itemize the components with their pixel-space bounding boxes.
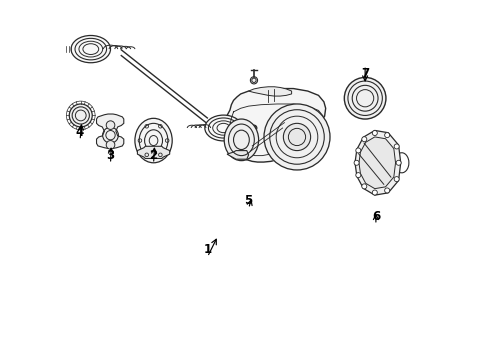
Circle shape bbox=[396, 160, 401, 165]
Ellipse shape bbox=[224, 119, 259, 161]
Polygon shape bbox=[355, 130, 401, 195]
Polygon shape bbox=[97, 114, 124, 148]
Circle shape bbox=[372, 190, 377, 195]
Text: 1: 1 bbox=[203, 243, 211, 256]
Circle shape bbox=[394, 177, 399, 182]
Ellipse shape bbox=[135, 118, 172, 163]
Circle shape bbox=[356, 148, 361, 153]
Circle shape bbox=[69, 104, 92, 127]
Text: 2: 2 bbox=[149, 149, 158, 162]
Text: 7: 7 bbox=[361, 67, 369, 80]
Circle shape bbox=[385, 188, 390, 193]
Circle shape bbox=[264, 104, 330, 170]
Circle shape bbox=[106, 121, 115, 130]
Ellipse shape bbox=[71, 36, 111, 63]
Circle shape bbox=[283, 123, 311, 150]
Polygon shape bbox=[227, 150, 248, 159]
Circle shape bbox=[344, 77, 386, 119]
Circle shape bbox=[385, 132, 390, 138]
Text: 6: 6 bbox=[372, 211, 380, 224]
Circle shape bbox=[372, 131, 377, 135]
Circle shape bbox=[356, 172, 361, 177]
Circle shape bbox=[354, 160, 359, 165]
Circle shape bbox=[106, 140, 115, 149]
Text: 4: 4 bbox=[76, 126, 84, 139]
Polygon shape bbox=[359, 137, 395, 189]
Text: 5: 5 bbox=[245, 194, 253, 207]
Polygon shape bbox=[248, 87, 292, 96]
Polygon shape bbox=[226, 89, 326, 162]
Polygon shape bbox=[137, 146, 170, 158]
Circle shape bbox=[362, 184, 367, 189]
Circle shape bbox=[394, 144, 399, 149]
Circle shape bbox=[251, 125, 257, 131]
Text: 3: 3 bbox=[106, 149, 115, 162]
Circle shape bbox=[362, 137, 367, 142]
Circle shape bbox=[250, 77, 258, 84]
Ellipse shape bbox=[205, 115, 242, 141]
